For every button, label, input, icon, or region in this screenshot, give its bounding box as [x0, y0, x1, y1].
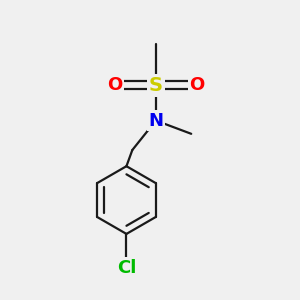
Text: O: O: [190, 76, 205, 94]
Text: N: N: [148, 112, 164, 130]
Text: S: S: [149, 76, 163, 95]
Text: Cl: Cl: [117, 259, 136, 277]
Text: O: O: [107, 76, 122, 94]
